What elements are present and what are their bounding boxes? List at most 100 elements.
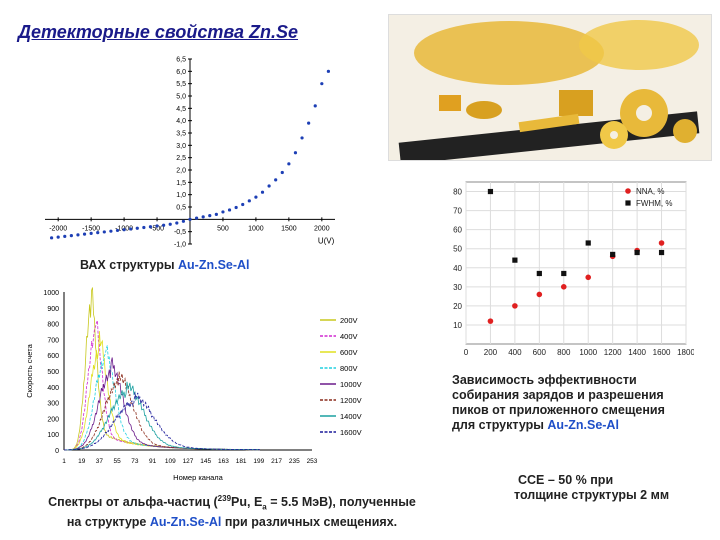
crystal-plate-small [439,95,461,111]
spectra-caption: Спектры от альфа-частиц (239Pu, Ea = 5.5… [32,491,432,530]
efficiency-x-tick-label: 600 [533,348,547,357]
efficiency-legend-label: NNA, % [636,187,664,196]
crystal-rod [518,113,580,133]
iv-y-tick-label: 2,5 [176,155,186,162]
iv-data-point [135,226,139,230]
spectra-y-tick-label: 200 [47,416,59,423]
iv-x-tick-label: 1500 [281,225,297,232]
spectra-y-tick-label: 600 [47,353,59,360]
iv-data-point [274,178,278,182]
efficiency-caption-line-1: Зависимость эффективности [452,373,637,387]
spectra-legend-label: 600V [340,348,358,357]
iv-y-tick-label: 1,0 [176,192,186,199]
iv-data-point [96,231,100,235]
spectra-legend-label: 1000V [340,380,362,389]
spectra-x-tick-label: 163 [218,458,229,465]
efficiency-legend-marker [625,200,631,206]
spectra-y-tick-label: 900 [47,306,59,313]
spectra-y-tick-label: 400 [47,385,59,392]
iv-data-point [181,219,186,223]
iv-data-point [267,184,271,188]
spectra-y-tick-label: 800 [47,322,59,329]
iv-data-point [63,234,67,238]
spectra-x-tick-label: 91 [149,458,157,465]
iv-data-point [49,236,54,240]
efficiency-x-tick-label: 1200 [604,348,622,357]
efficiency-caption-line-4: для структуры Au-Zn.Se-Al [452,418,665,433]
iv-chart: -2000-1500-1000-500500100015002000-1,0-0… [45,57,335,249]
iv-caption: ВАХ структуры Au-Zn.Se-Al [80,258,250,273]
spectra-caption-text-c: = 5.5 МэВ), полученные [266,495,416,510]
iv-x-tick-label: 2000 [314,225,330,232]
spectra-x-tick-label: 127 [183,458,194,465]
spectra-y-tick-label: 500 [47,369,59,376]
iv-data-point [300,136,304,140]
efficiency-legend-label: FWHM, % [636,199,672,208]
cce-note: CCE – 50 % при толщине структуры 2 мм [514,473,669,503]
iv-data-point [307,121,311,125]
iv-x-tick-label: 500 [217,225,229,232]
efficiency-x-tick-label: 800 [557,348,571,357]
iv-data-point [102,230,106,234]
iv-data-point [221,210,225,214]
spectra-caption-material: Au-Zn.Se-Al [149,514,222,529]
efficiency-x-tick-label: 0 [464,348,469,357]
spectra-y-tick-label: 0 [55,448,59,455]
spectra-series-line [64,331,260,451]
cce-line-2: толщине структуры 2 мм [514,488,670,502]
spectra-x-tick-label: 19 [78,458,86,465]
spectra-legend-label: 1200V [340,396,362,405]
spectra-y-tick-label: 1000 [43,290,59,297]
iv-y-tick-label: 3,5 [176,131,186,138]
iv-data-point [82,232,87,236]
efficiency-y-tick-label: 30 [453,283,462,292]
iv-data-point [89,231,93,235]
iv-y-tick-label: 3,0 [176,143,186,150]
spectra-x-tick-label: 181 [236,458,247,465]
isotope-mass: 239 [217,494,232,503]
crystal-disc-small [673,119,697,143]
spectra-series-line [64,381,260,451]
iv-x-tick-label: -1500 [82,225,100,232]
iv-data-point [280,170,284,175]
iv-data-point [247,199,251,203]
spectra-caption-line-2: на структуре Au-Zn.Se-Al при различных с… [32,515,432,530]
iv-data-point [208,214,212,218]
efficiency-y-tick-label: 60 [453,226,462,235]
crystal-plate-square [559,90,593,116]
efficiency-point-nna [512,303,518,309]
efficiency-caption-line-3: пиков от приложенного смещения [452,403,665,417]
spectra-series-line [64,345,260,451]
efficiency-x-tick-label: 1400 [628,348,646,357]
cce-line-1: CCE – 50 % при [518,473,614,487]
spectra-x-tick-label: 217 [271,458,282,465]
crystal-disc-flat [466,101,502,119]
iv-y-tick-label: 1,5 [176,180,186,187]
efficiency-point-nna [658,240,665,246]
efficiency-point-nna [585,274,592,281]
spectra-legend-label: 1600V [340,428,362,437]
efficiency-y-tick-label: 80 [453,188,462,197]
spectra-legend-label: 400V [340,332,358,341]
iv-data-point [214,212,218,216]
spectra-legend-label: 1400V [340,412,362,421]
iv-data-point [56,235,60,239]
efficiency-point-fwhm [536,270,542,277]
iv-y-tick-label: 4,0 [176,118,186,125]
iv-data-point [175,221,179,225]
iv-data-point [155,224,159,228]
efficiency-legend-marker [625,188,631,194]
efficiency-point-nna [536,291,543,298]
spectra-series-line [63,357,260,451]
spectra-caption-text-a: Спектры от альфа-частиц ( [48,495,218,510]
efficiency-y-tick-label: 70 [453,207,462,216]
spectra-caption-line-1: Спектры от альфа-частиц (239Pu, Ea = 5.5… [32,491,432,515]
efficiency-plot-area [465,181,687,345]
efficiency-y-tick-label: 50 [453,245,462,254]
iv-data-point [254,195,258,199]
spectra-series-line [64,371,260,451]
iv-x-axis-label: U(V) [318,236,335,245]
efficiency-y-tick-label: 40 [453,264,462,273]
iv-x-tick-label: -2000 [49,225,67,232]
spectra-y-tick-label: 700 [47,337,59,344]
